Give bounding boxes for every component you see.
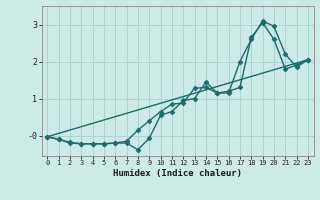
X-axis label: Humidex (Indice chaleur): Humidex (Indice chaleur) xyxy=(113,169,242,178)
